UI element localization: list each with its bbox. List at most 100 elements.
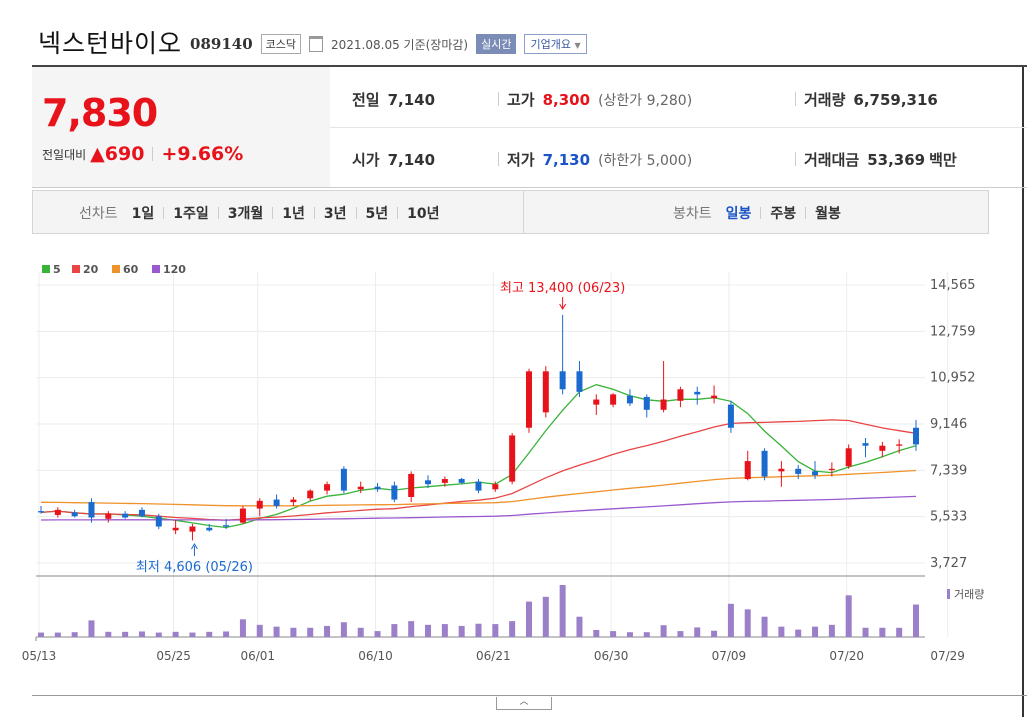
divider xyxy=(498,92,499,106)
legend-swatch xyxy=(42,265,50,273)
divider xyxy=(313,207,315,219)
low-annotation: 최저 4,606 (05/26) xyxy=(136,560,253,575)
chevron-down-icon: ▼ xyxy=(574,41,581,50)
ma-line xyxy=(40,495,917,521)
tab-5y[interactable]: 5년 xyxy=(365,206,389,222)
legend-swatch xyxy=(72,265,80,273)
stock-header: 넥스턴바이오 089140 코스닥 2021.08.05 기준(장마감) 실시간… xyxy=(38,26,587,58)
prev-close: 7,140 xyxy=(387,90,436,109)
x-tick-label: 05/13 xyxy=(22,649,57,663)
tab-1d[interactable]: 1일 xyxy=(131,206,155,222)
lower-limit: (하한가 5,000) xyxy=(598,152,693,169)
candle-body xyxy=(727,404,734,428)
candle-body xyxy=(643,396,650,410)
tab-1y[interactable]: 1년 xyxy=(282,206,305,222)
volume-bar xyxy=(879,627,886,637)
candle-body xyxy=(694,391,701,395)
amount-unit: 백만 xyxy=(929,151,957,169)
candle-body xyxy=(761,450,768,477)
tab-3y[interactable]: 3년 xyxy=(323,206,347,222)
y-tick-label: 3,727 xyxy=(930,556,967,571)
volume-bar xyxy=(492,624,499,637)
divider xyxy=(805,207,807,219)
candle-body xyxy=(593,399,600,405)
legend-label: 5 xyxy=(53,263,61,276)
volume-bar xyxy=(138,631,145,637)
tab-divider xyxy=(523,191,524,233)
divider xyxy=(152,147,154,161)
x-tick-label: 06/01 xyxy=(240,649,275,663)
volume-bar xyxy=(576,616,583,637)
volume-bar xyxy=(357,627,364,637)
divider xyxy=(397,207,399,219)
tab-monthly[interactable]: 월봉 xyxy=(815,206,841,222)
x-tick-label: 07/09 xyxy=(712,649,747,663)
tab-weekly[interactable]: 주봉 xyxy=(770,206,797,222)
legend-label: 60 xyxy=(123,263,139,276)
legend-swatch xyxy=(152,265,160,273)
volume-bar xyxy=(425,624,432,637)
volume-bar xyxy=(660,625,667,637)
candle-body xyxy=(239,508,246,523)
ma-line xyxy=(40,469,917,507)
chevron-up-icon: ︿ xyxy=(519,697,529,707)
divider xyxy=(355,207,357,219)
tab-10y[interactable]: 10년 xyxy=(407,206,440,222)
volume-bar xyxy=(374,631,381,637)
volume-bar xyxy=(54,632,61,637)
low-arrow-head xyxy=(191,543,198,550)
line-chart-tabs: 선차트 1일 1주일 3개월 1년 3년 5년 10년 xyxy=(79,203,440,223)
candle-body xyxy=(862,443,869,446)
volume-bar xyxy=(626,632,633,637)
volume-label: 거래량 xyxy=(804,91,846,109)
y-tick-label: 10,952 xyxy=(930,371,976,386)
candle-body xyxy=(290,499,297,503)
high-arrow-head xyxy=(559,303,567,310)
tab-daily[interactable]: 일봉 xyxy=(725,206,752,222)
tab-3m[interactable]: 3개월 xyxy=(227,206,264,222)
tab-1w[interactable]: 1주일 xyxy=(173,206,209,222)
candle-body xyxy=(475,481,482,491)
candle-body xyxy=(795,468,802,474)
candle-body xyxy=(206,527,213,531)
collapse-button[interactable]: ︿ xyxy=(496,697,552,710)
volume-bar xyxy=(71,632,78,637)
volume-bar xyxy=(828,624,835,637)
volume-bar xyxy=(913,604,919,637)
candle-body xyxy=(340,468,347,491)
volume-bar xyxy=(542,596,549,637)
divider xyxy=(272,207,274,219)
chart-bottom-divider xyxy=(32,695,1027,696)
candle-body xyxy=(54,509,61,515)
stats-bottom-divider xyxy=(32,187,1027,188)
candle-body xyxy=(189,526,196,532)
high-annotation: 최고 13,400 (06/23) xyxy=(500,281,625,296)
x-tick-label: 06/21 xyxy=(476,649,511,663)
candle-body xyxy=(172,527,179,531)
market-badge: 코스닥 xyxy=(260,34,302,54)
price-box: 7,830 전일대비 ▲ 690 +9.66% xyxy=(32,67,330,187)
amount-value: 53,369 xyxy=(867,150,926,169)
x-tick-label: 06/10 xyxy=(358,649,393,663)
candle-chart-label: 봉차트 xyxy=(673,206,712,222)
volume-bar xyxy=(408,621,415,637)
change-percent: +9.66% xyxy=(161,143,244,165)
candle-body xyxy=(845,448,852,467)
divider xyxy=(795,92,796,106)
candle-body xyxy=(828,468,835,471)
volume-bar xyxy=(896,627,903,637)
calendar-icon xyxy=(309,36,324,52)
candle-body xyxy=(105,513,112,519)
company-overview-dropdown[interactable]: 기업개요 ▼ xyxy=(524,34,587,54)
divider xyxy=(498,152,499,166)
candle-body xyxy=(88,502,95,518)
volume-bar xyxy=(643,632,650,637)
upper-limit: (상한가 9,280) xyxy=(598,92,693,109)
candle-body xyxy=(391,485,398,500)
volume-bar xyxy=(744,609,751,637)
open-price: 7,140 xyxy=(387,150,436,169)
realtime-button[interactable]: 실시간 xyxy=(476,34,517,54)
candle-body xyxy=(711,395,718,399)
volume-bar xyxy=(559,585,566,637)
low-label: 저가 xyxy=(507,151,535,169)
